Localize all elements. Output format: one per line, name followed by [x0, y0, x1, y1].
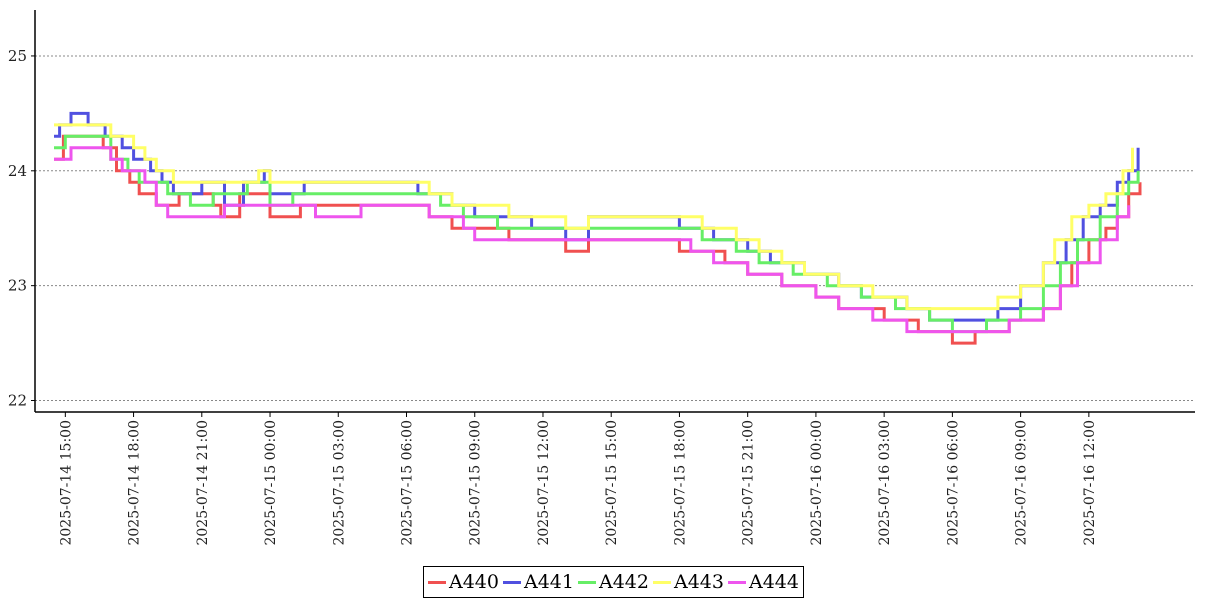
x-tick-label: 2025-07-15 15:00	[604, 420, 620, 546]
series-line-a443	[54, 123, 1134, 311]
gridlines	[35, 55, 1195, 402]
x-tick-label: 2025-07-15 03:00	[331, 420, 347, 546]
legend-item-a440: A440	[426, 571, 499, 593]
x-tick-label: 2025-07-16 09:00	[1014, 420, 1030, 546]
y-tick-labels: 22 23 24 25	[8, 47, 35, 410]
legend-item-a442: A442	[576, 571, 649, 593]
series-line-a442	[54, 134, 1140, 334]
legend-item-a443: A443	[651, 571, 724, 593]
x-tick-label: 2025-07-14 15:00	[58, 420, 74, 546]
series-lines	[54, 111, 1142, 345]
x-tick-label: 2025-07-15 12:00	[536, 420, 552, 546]
x-tick-label: 2025-07-15 06:00	[400, 420, 416, 546]
y-tick-label: 23	[8, 277, 27, 295]
x-tick-labels: 2025-07-14 15:00 2025-07-14 18:00 2025-07-…	[58, 412, 1098, 546]
legend-label: A444	[749, 571, 799, 593]
x-tick-label: 2025-07-14 21:00	[195, 420, 211, 546]
y-tick-label: 25	[8, 47, 27, 65]
x-tick-label: 2025-07-16 03:00	[877, 420, 893, 546]
legend: A440 A441 A442 A443 A444	[423, 566, 804, 598]
series-line-a444	[54, 146, 1131, 334]
legend-label: A441	[524, 571, 574, 593]
x-tick-label: 2025-07-16 06:00	[945, 420, 961, 546]
x-tick-label: 2025-07-15 18:00	[672, 420, 688, 546]
x-tick-label: 2025-07-16 00:00	[809, 420, 825, 546]
legend-swatch	[653, 580, 671, 584]
legend-label: A442	[599, 571, 649, 593]
x-tick-label: 2025-07-15 00:00	[263, 420, 279, 546]
y-tick-label: 24	[8, 162, 27, 180]
legend-label: A443	[674, 571, 724, 593]
legend-swatch	[578, 580, 596, 584]
axes	[34, 10, 1195, 413]
y-tick-label: 22	[8, 392, 27, 410]
x-tick-label: 2025-07-15 21:00	[741, 420, 757, 546]
legend-swatch	[503, 580, 521, 584]
legend-item-a444: A444	[726, 571, 799, 593]
x-tick-label: 2025-07-14 18:00	[127, 420, 143, 546]
legend-item-a441: A441	[501, 571, 574, 593]
x-tick-label: 2025-07-15 09:00	[468, 420, 484, 546]
legend-swatch	[428, 580, 446, 584]
x-tick-label: 2025-07-16 12:00	[1082, 420, 1098, 546]
legend-swatch	[728, 580, 746, 584]
legend-label: A440	[449, 571, 499, 593]
